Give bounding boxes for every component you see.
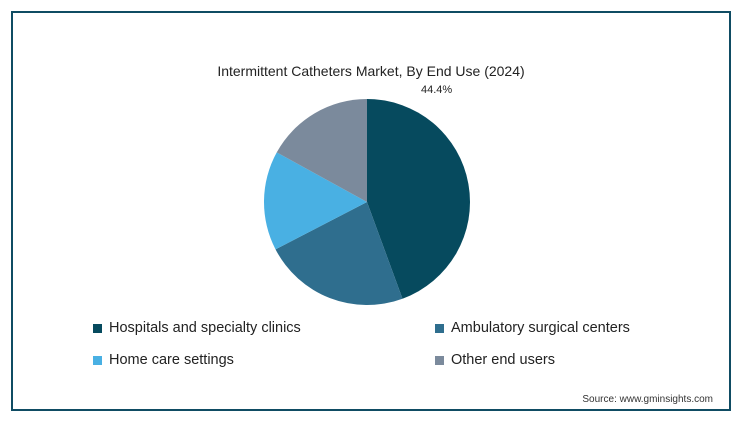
chart-title: Intermittent Catheters Market, By End Us… — [217, 63, 525, 79]
legend-swatch-ambulatory — [435, 323, 444, 333]
chart-frame: Intermittent Catheters Market, By End Us… — [11, 11, 731, 411]
legend-item-home-care: Home care settings — [93, 352, 234, 368]
pie-slice-home-care — [264, 152, 367, 250]
legend-item-other: Other end users — [435, 352, 555, 368]
data-label-hospitals: 44.4% — [421, 84, 452, 96]
source-note: Source: www.gminsights.com — [582, 394, 713, 405]
legend-swatch-home-care — [93, 355, 102, 365]
legend-swatch-hospitals — [93, 323, 102, 333]
legend-label-hospitals: Hospitals and specialty clinics — [109, 320, 301, 336]
legend-item-ambulatory: Ambulatory surgical centers — [435, 320, 630, 336]
pie-slice-other — [276, 99, 367, 202]
pie-slice-ambulatory — [275, 202, 403, 305]
pie-chart: 44.4% — [264, 84, 471, 305]
legend-item-hospitals: Hospitals and specialty clinics — [93, 320, 301, 336]
legend-label-home-care: Home care settings — [109, 352, 234, 368]
pie-slice-hospitals — [367, 99, 471, 299]
legend-label-ambulatory: Ambulatory surgical centers — [451, 320, 630, 336]
legend-swatch-other — [435, 355, 444, 365]
legend-label-other: Other end users — [451, 352, 555, 368]
